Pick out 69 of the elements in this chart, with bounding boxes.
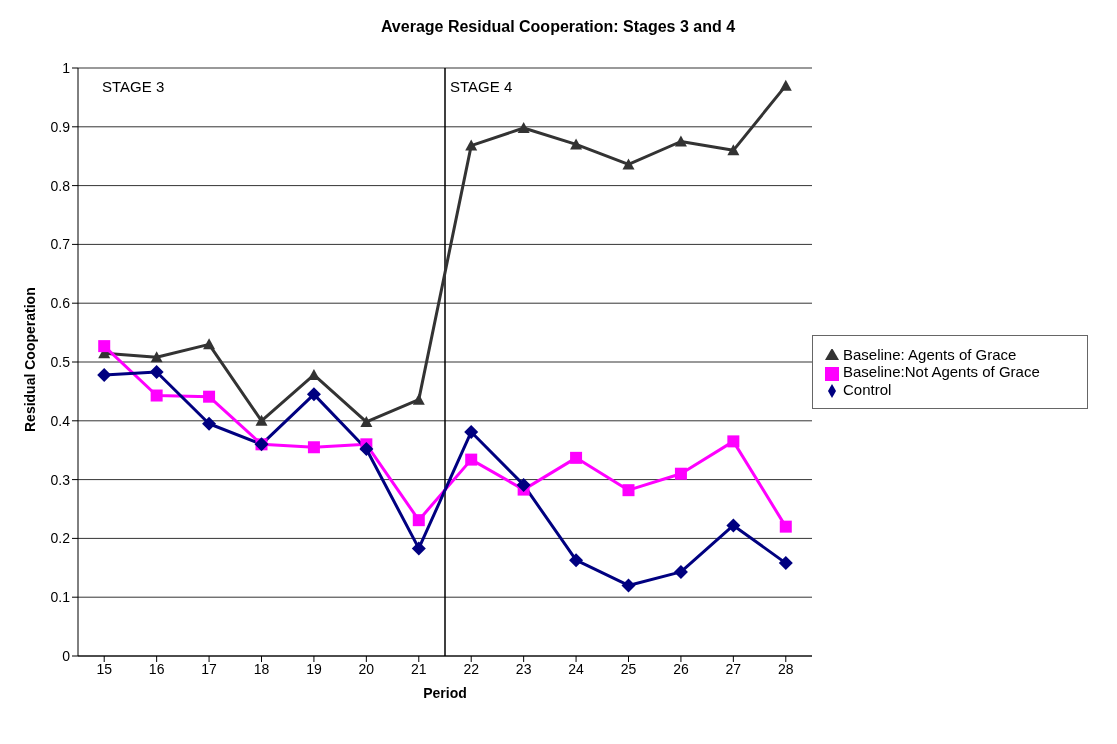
y-tick-label: 0.8 [50, 177, 71, 194]
point [412, 514, 425, 527]
point [203, 338, 216, 350]
point [727, 144, 740, 156]
chart-title: Average Residual Cooperation: Stages 3 and 4 [379, 18, 737, 36]
x-tick-label: 15 [96, 660, 113, 677]
x-tick-label: 25 [620, 660, 637, 677]
point [307, 441, 320, 454]
point [411, 541, 426, 556]
x-tick-label: 27 [725, 660, 742, 677]
annotation: STAGE 4 [450, 78, 513, 95]
x-tick-label: 23 [515, 660, 532, 677]
x-tick-label: 17 [201, 660, 218, 677]
y-tick-label: 0.9 [50, 118, 71, 135]
x-tick-label: 28 [778, 660, 794, 677]
y-tick-label: 0.6 [50, 295, 71, 312]
point [779, 520, 792, 533]
x-tick-label: 20 [358, 660, 375, 677]
y-tick-label: 0.7 [50, 236, 71, 253]
point [359, 442, 374, 457]
point [412, 393, 425, 405]
point [517, 121, 530, 133]
annotation: STAGE 3 [102, 78, 165, 95]
legend-label: Baseline:Not Agents of Grace [843, 363, 1040, 381]
point [622, 484, 635, 497]
point [673, 564, 688, 579]
point [465, 139, 478, 151]
point [569, 553, 584, 568]
y-tick-label: 0.3 [50, 471, 71, 488]
point [150, 351, 163, 363]
x-tick-label: 18 [253, 660, 270, 677]
point [465, 453, 478, 466]
y-tick-label: 0 [62, 647, 71, 664]
x-tick-label: 24 [568, 660, 585, 677]
point [516, 477, 531, 492]
point [150, 389, 163, 402]
point [203, 390, 216, 403]
point [149, 365, 164, 379]
y-axis-title: Residual Cooperation [21, 287, 38, 432]
legend-label: Control [843, 380, 892, 398]
point [464, 424, 479, 439]
x-axis-title: Period [423, 685, 467, 701]
x-tick-label: 19 [306, 660, 322, 677]
point [97, 367, 112, 382]
x-tick-label: 26 [673, 660, 689, 677]
point [255, 414, 268, 426]
point [779, 79, 792, 91]
point [727, 435, 740, 448]
point [360, 415, 373, 427]
x-tick-label: 22 [463, 660, 480, 677]
point [622, 158, 635, 170]
legend-label: Baseline: Agents of Grace [843, 346, 1017, 364]
point [98, 340, 111, 353]
point [570, 451, 583, 464]
point [570, 138, 583, 150]
point [778, 556, 793, 571]
point [202, 416, 217, 431]
y-tick-label: 0.4 [50, 412, 71, 429]
point [726, 518, 741, 533]
x-tick-label: 21 [411, 660, 427, 677]
x-tick-label: 16 [148, 660, 165, 677]
y-tick-label: 0.5 [50, 353, 71, 370]
point [621, 578, 636, 593]
y-tick-label: 0.1 [50, 589, 71, 606]
point [674, 467, 687, 480]
point [674, 135, 687, 147]
y-tick-label: 1 [62, 59, 71, 76]
point [306, 387, 321, 402]
y-tick-label: 0.2 [50, 530, 71, 547]
